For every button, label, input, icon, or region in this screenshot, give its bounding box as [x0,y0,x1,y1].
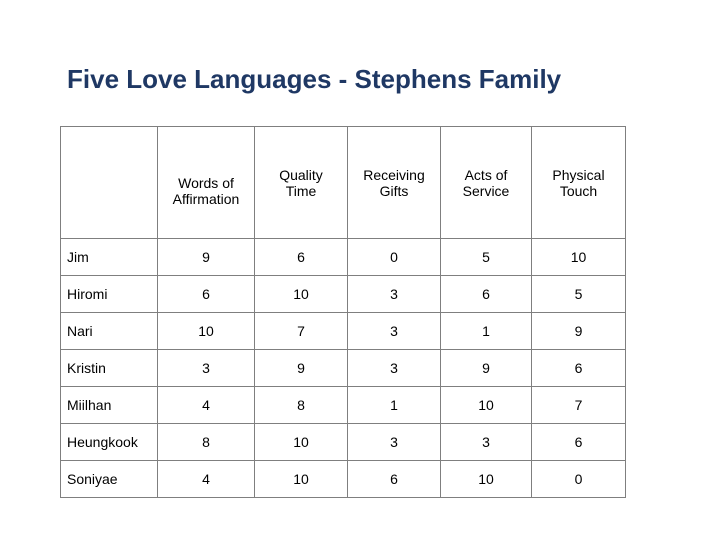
table-cell: 9 [254,349,348,387]
table-cell: 6 [347,460,441,498]
table-row: Kristin 3 9 3 9 6 [60,349,626,387]
header-cell: Physical Touch [531,126,626,239]
row-name: Soniyae [60,460,158,498]
header-line: Touch [559,182,598,199]
table-cell: 5 [531,275,626,313]
header-line: Gifts [379,182,409,199]
table-cell: 5 [440,238,532,276]
header-cell: Words of Affirmation [157,126,255,239]
row-name: Nari [60,312,158,350]
table-cell: 3 [440,423,532,461]
table-cell: 10 [440,460,532,498]
table-cell: 9 [157,238,255,276]
table-row: Nari 10 7 3 1 9 [60,312,626,350]
row-name: Jim [60,238,158,276]
table-cell: 3 [157,349,255,387]
table-cell: 3 [347,275,441,313]
header-line: Service [462,182,510,199]
header-row: Words of Affirmation Quality Time Receivin… [60,126,626,239]
table-cell: 0 [531,460,626,498]
table-row: Soniyae 4 10 6 10 0 [60,460,626,498]
header-line: Affirmation [172,190,240,207]
table-cell: 10 [254,423,348,461]
table-cell: 0 [347,238,441,276]
row-name: Heungkook [60,423,158,461]
table-cell: 10 [254,460,348,498]
table-cell: 10 [157,312,255,350]
header-line: Physical [552,166,605,183]
table-row: Heungkook 8 10 3 3 6 [60,423,626,461]
table-cell: 6 [531,349,626,387]
header-line: Acts of [464,166,508,183]
table-cell: 7 [254,312,348,350]
header-cell: Receiving Gifts [347,126,441,239]
header-cell: Acts of Service [440,126,532,239]
table-row: Hiromi 6 10 3 6 5 [60,275,626,313]
table-cell: 6 [157,275,255,313]
slide-title: Five Love Languages - Stephens Family [67,64,562,94]
table-cell: 6 [254,238,348,276]
table-cell: 10 [440,386,532,424]
header-line: Time [285,182,317,199]
row-name: Kristin [60,349,158,387]
table-cell: 4 [157,386,255,424]
header-line: Receiving [363,166,425,183]
table-cell: 6 [531,423,626,461]
table-cell: 8 [157,423,255,461]
table-cell: 3 [347,423,441,461]
corner-cell [60,126,158,239]
table-cell: 1 [440,312,532,350]
table-row: Miilhan 4 8 1 10 7 [60,386,626,424]
row-name: Hiromi [60,275,158,313]
header-line: Words of [178,174,234,191]
table-cell: 7 [531,386,626,424]
table-cell: 9 [440,349,532,387]
table-cell: 10 [254,275,348,313]
table-cell: 3 [347,349,441,387]
table-cell: 1 [347,386,441,424]
table-cell: 4 [157,460,255,498]
header-line: Quality [279,166,323,183]
row-name: Miilhan [60,386,158,424]
table-cell: 3 [347,312,441,350]
table-cell: 6 [440,275,532,313]
table-cell: 10 [531,238,626,276]
table-row: Jim 9 6 0 5 10 [60,238,626,276]
table-cell: 8 [254,386,348,424]
table-cell: 9 [531,312,626,350]
header-cell: Quality Time [254,126,348,239]
love-languages-table: Words of Affirmation Quality Time Receivin… [60,126,626,498]
